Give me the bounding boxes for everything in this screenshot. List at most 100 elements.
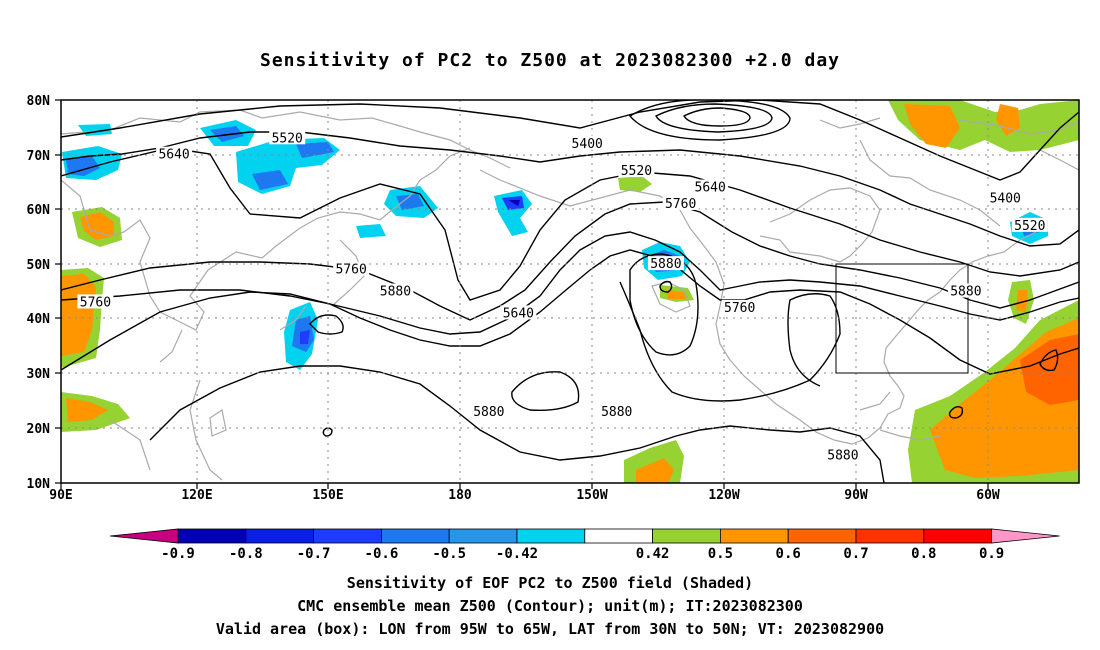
contour-label-bg (598, 403, 635, 418)
colorbar-tick-label: -0.42 (496, 546, 538, 562)
colorbar-tick-label: 0.9 (979, 546, 1004, 562)
colorbar-tick-label: 0.42 (636, 546, 670, 562)
colorbar-tick-label: 0.5 (708, 546, 733, 562)
contour-label: 5760 (662, 195, 699, 212)
contour-label-text: 5880 (601, 405, 632, 420)
contour-label-text: 5640 (158, 148, 189, 163)
valid-area-box (835, 263, 969, 374)
colorbar-swatch (584, 528, 653, 544)
contour-label: 5880 (598, 403, 635, 420)
lon-tick-label: 150E (312, 488, 343, 503)
colorbar-swatch (313, 528, 382, 544)
colorbar-max-arrow (991, 528, 1060, 544)
contour-label-text: 5760 (335, 263, 366, 278)
colorbar-swatch (720, 528, 789, 544)
colorbar-tick-label: -0.8 (229, 546, 263, 562)
colorbar-swatch (448, 528, 518, 544)
contour-label: 5880 (647, 256, 684, 272)
contour-label-text: 5400 (572, 137, 603, 152)
contour-labels: 5520564054005520564057605400552056405760… (77, 130, 1048, 464)
lat-tick-label: 60N (27, 203, 51, 218)
contour-label-text: 5520 (1014, 219, 1045, 234)
lat-tick-label: 50N (27, 258, 51, 273)
contour-label: 5760 (77, 294, 114, 310)
contour-label-text: 5520 (621, 164, 652, 179)
grid-lines (61, 100, 1079, 483)
negative-blob (384, 186, 438, 218)
contour-label: 5520 (269, 130, 306, 146)
contour-label-text: 5760 (80, 295, 111, 310)
contour-label: 5760 (333, 261, 370, 278)
contour-label-bg (618, 163, 655, 178)
contour-label: 5640 (156, 146, 193, 163)
colorbar-tick-label: -0.6 (365, 546, 399, 562)
contour-label-text: 5760 (665, 197, 696, 212)
contour-label-bg (77, 294, 114, 309)
lon-labels: 90E 120E 150E 180 150W 120W 90W 60W (49, 488, 1000, 503)
contour-label: 5400 (569, 135, 606, 152)
contour-label: 5520 (618, 163, 655, 179)
caption-shading: Sensitivity of EOF PC2 to Z500 field (Sh… (346, 574, 754, 592)
colorbar-swatch (652, 528, 721, 544)
negative-blob (284, 302, 318, 370)
contour-label-bg (470, 403, 507, 418)
contour-label-bg (269, 130, 306, 145)
contour-label-text: 5400 (990, 191, 1021, 206)
contour-label: 5880 (824, 447, 861, 464)
tick-marks (55, 99, 989, 489)
positive-blob (888, 100, 1079, 152)
contour-layer (61, 100, 1079, 483)
contour-label-text: 5520 (272, 131, 303, 146)
contour-label-bg (947, 283, 984, 298)
lat-tick-label: 10N (27, 477, 51, 492)
contour-label-bg (333, 261, 370, 276)
lat-tick-label: 70N (27, 149, 51, 164)
colorbar-tick-label: -0.9 (161, 546, 195, 562)
contour-label: 5760 (721, 299, 758, 316)
lon-tick-label: 60W (976, 488, 1000, 503)
positive-blob (72, 207, 122, 247)
lat-tick-label: 30N (27, 367, 51, 382)
contour-label-text: 5880 (473, 405, 504, 420)
contour-label-bg (156, 146, 193, 161)
contour-label: 5880 (947, 283, 984, 300)
colorbar-tick-label: 0.8 (911, 546, 936, 562)
plot-frame (60, 99, 1080, 484)
lon-tick-label: 180 (448, 488, 472, 503)
lon-tick-label: 120E (181, 488, 212, 503)
colorbar-swatch (516, 528, 586, 544)
contour-label-bg (500, 305, 537, 320)
contour-label-text: 5640 (695, 181, 726, 196)
contour-label: 5880 (470, 403, 507, 420)
contour-label-bg (377, 283, 414, 298)
caption-valid-area: Valid area (box): LON from 95W to 65W, L… (215, 620, 885, 638)
negative-blob (236, 138, 340, 194)
contour-label-bg (647, 256, 684, 271)
contour-label: 5640 (500, 305, 537, 321)
contour-label: 5880 (377, 283, 414, 300)
chart-title: Sensitivity of PC2 to Z500 at 2023082300… (259, 50, 840, 71)
contour-label-bg (987, 190, 1024, 205)
colorbar-tick-label: -0.7 (297, 546, 331, 562)
negative-blob (356, 224, 386, 238)
positive-blob (624, 440, 684, 483)
contour-label-bg (569, 135, 606, 150)
colorbar-swatch (855, 528, 925, 544)
contour-label: 5400 (987, 190, 1024, 206)
contour-label-bg (662, 195, 699, 210)
colorbar-tick-label: -0.5 (432, 546, 466, 562)
contour-label: 5640 (692, 179, 729, 196)
contour-label-bg (824, 447, 861, 462)
colorbar-swatch (787, 528, 857, 544)
contour-label-text: 5880 (650, 257, 681, 272)
lat-tick-label: 20N (27, 422, 51, 437)
negative-blob (200, 120, 256, 146)
negative-blob (494, 190, 532, 236)
caption-contour: CMC ensemble mean Z500 (Contour); unit(m… (297, 597, 803, 615)
colorbar-min-arrow (109, 528, 179, 544)
contour-label-bg (692, 179, 729, 194)
contour-label-text: 5880 (380, 285, 411, 300)
positive-blob (618, 176, 652, 192)
lon-tick-label: 90E (49, 488, 72, 503)
